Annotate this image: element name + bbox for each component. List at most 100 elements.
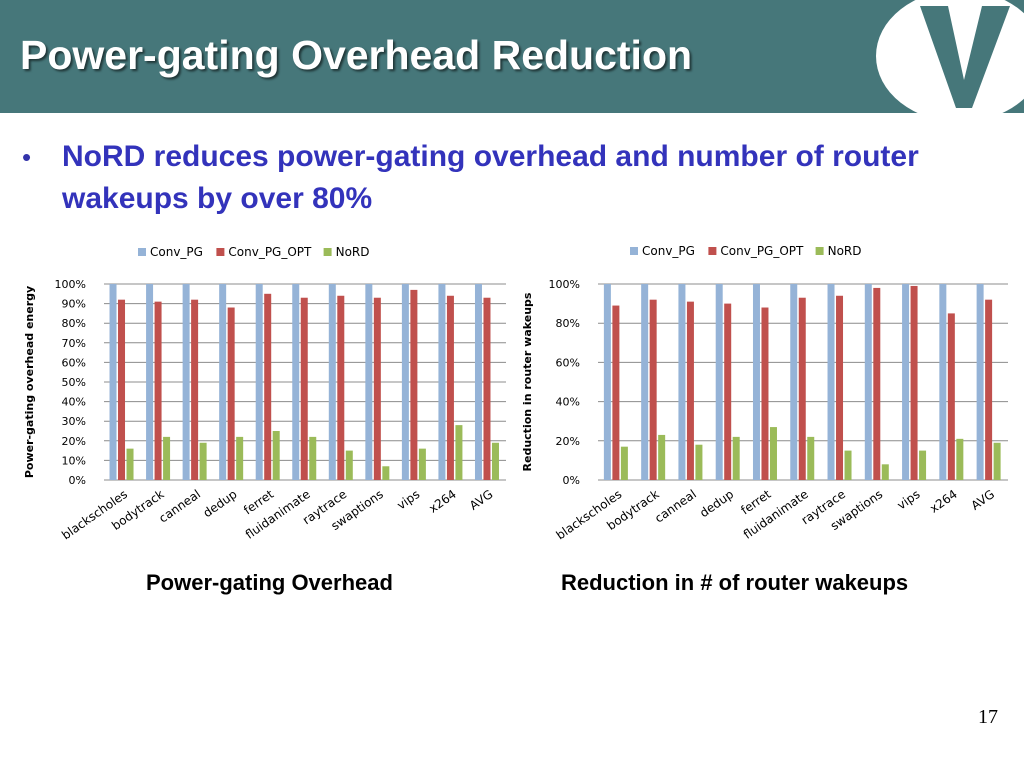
- y-tick-label: 30%: [62, 415, 86, 428]
- bar-nord: [272, 431, 280, 480]
- bar-nord: [620, 446, 628, 480]
- bar-nord: [658, 434, 666, 480]
- bar-conv-pg: [939, 284, 947, 480]
- bar-conv-pg: [255, 284, 263, 480]
- bar-nord: [993, 442, 1001, 480]
- x-tick-label: vips: [895, 487, 923, 512]
- bar-conv-pg: [678, 284, 686, 480]
- legend-swatch: [138, 248, 146, 256]
- bar-nord: [418, 448, 426, 480]
- bar-conv-pg: [146, 284, 154, 480]
- bar-conv-pg: [827, 284, 835, 480]
- bar-conv-pg-opt: [337, 295, 345, 480]
- x-tick-label: dedup: [697, 487, 736, 520]
- bar-conv-pg: [182, 284, 190, 480]
- bar-conv-pg: [790, 284, 798, 480]
- bar-nord: [732, 436, 740, 480]
- y-tick-label: 40%: [556, 396, 580, 409]
- bar-conv-pg-opt: [724, 303, 732, 480]
- legend-label: Conv_PG_OPT: [720, 244, 804, 258]
- y-tick-label: 0%: [69, 474, 86, 487]
- legend-swatch: [815, 247, 824, 255]
- bar-conv-pg-opt: [227, 307, 235, 480]
- bar-conv-pg-opt: [446, 295, 454, 480]
- bar-nord: [163, 436, 171, 480]
- y-tick-label: 50%: [62, 376, 86, 389]
- bar-conv-pg: [902, 284, 910, 480]
- bar-conv-pg-opt: [798, 297, 806, 480]
- bar-conv-pg: [401, 284, 409, 480]
- bar-conv-pg-opt: [373, 297, 381, 480]
- legend-swatch: [323, 248, 332, 256]
- bar-conv-pg: [641, 284, 649, 480]
- legend-swatch: [216, 248, 225, 256]
- y-tick-label: 10%: [62, 454, 86, 467]
- bar-conv-pg-opt: [300, 297, 308, 480]
- page-number: 17: [978, 706, 998, 728]
- legend-label: NoRD: [336, 245, 370, 259]
- bar-nord: [199, 442, 207, 480]
- y-axis-label: Reduction in router wakeups: [521, 292, 534, 471]
- bar-conv-pg-opt: [947, 313, 955, 480]
- bar-conv-pg-opt: [612, 305, 620, 480]
- bar-nord: [126, 448, 134, 480]
- bar-conv-pg-opt: [410, 289, 418, 480]
- y-tick-label: 70%: [62, 337, 86, 350]
- bar-nord: [345, 450, 353, 480]
- bar-conv-pg-opt: [910, 285, 918, 480]
- bar-nord: [491, 442, 499, 480]
- y-tick-label: 80%: [62, 317, 86, 330]
- bar-nord: [919, 450, 927, 480]
- bar-conv-pg-opt: [686, 301, 694, 480]
- legend-swatch: [630, 247, 638, 255]
- power-gating-overhead-chart: Conv_PG Conv_PG_OPT NoRD 0% 10% 20% 30% 40% 50% 6…: [23, 245, 506, 542]
- bar-conv-pg-opt: [118, 299, 126, 480]
- bar-conv-pg: [752, 284, 760, 480]
- bar-nord: [309, 436, 317, 480]
- legend-label: Conv_PG: [642, 244, 695, 258]
- bar-conv-pg: [292, 284, 300, 480]
- bar-conv-pg-opt: [154, 301, 162, 480]
- bar-conv-pg-opt: [873, 287, 881, 480]
- bullet-marker: •: [22, 142, 32, 172]
- y-tick-label: 100%: [55, 278, 86, 291]
- bar-nord: [881, 464, 889, 480]
- x-tick-label: canneal: [156, 487, 203, 526]
- bar-nord: [956, 438, 964, 480]
- y-tick-label: 80%: [556, 317, 580, 330]
- y-tick-label: 60%: [556, 356, 580, 369]
- bar-nord: [807, 436, 815, 480]
- slide-title: Power-gating Overhead Reduction: [20, 32, 693, 78]
- right-chart-caption: Reduction in # of router wakeups: [561, 570, 909, 595]
- bar-conv-pg-opt: [836, 295, 844, 480]
- bar-nord: [695, 444, 703, 480]
- x-tick-label: vips: [394, 487, 422, 512]
- bar-conv-pg-opt: [264, 293, 272, 480]
- bar-conv-pg-opt: [649, 299, 657, 480]
- router-wakeups-chart: Conv_PG Conv_PG_OPT NoRD 0% 20% 40% 60% 80% 100%…: [521, 244, 1008, 542]
- bar-conv-pg: [603, 284, 611, 480]
- x-tick-label: x264: [426, 487, 459, 516]
- title-bar: [0, 0, 1024, 113]
- y-tick-label: 90%: [62, 298, 86, 311]
- bar-conv-pg-opt: [191, 299, 199, 480]
- bar-nord: [769, 427, 777, 480]
- x-tick-label: x264: [927, 487, 960, 516]
- legend-label: Conv_PG: [150, 245, 203, 259]
- x-tick-label: AVG: [969, 487, 997, 513]
- bar-nord: [455, 425, 463, 480]
- y-axis-label: Power-gating overhead energy: [23, 286, 36, 478]
- bar-conv-pg: [976, 284, 984, 480]
- x-tick-label: canneal: [652, 487, 699, 526]
- legend-swatch: [708, 247, 717, 255]
- y-tick-label: 40%: [62, 396, 86, 409]
- bar-conv-pg: [864, 284, 872, 480]
- bar-nord: [382, 466, 390, 480]
- bar-conv-pg-opt: [761, 307, 769, 480]
- bar-nord: [236, 436, 244, 480]
- bar-conv-pg: [365, 284, 373, 480]
- bar-conv-pg-opt: [483, 297, 491, 480]
- bar-nord: [844, 450, 852, 480]
- y-tick-label: 20%: [62, 435, 86, 448]
- legend-label: Conv_PG_OPT: [228, 245, 312, 259]
